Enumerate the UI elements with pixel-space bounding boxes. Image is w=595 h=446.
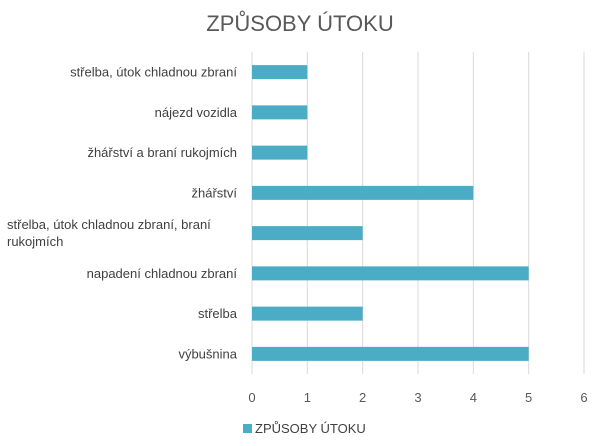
x-tick-label: 4 [470, 390, 477, 405]
bar [252, 226, 363, 241]
category-label: střelba [198, 306, 238, 321]
legend: ZPŮSOBY ÚTOKU [243, 421, 366, 436]
x-tick-label: 0 [248, 390, 255, 405]
category-label: střelba, útok chladnou zbraní [70, 65, 237, 80]
x-tick-label: 5 [525, 390, 532, 405]
bar [252, 346, 529, 361]
x-tick-label: 2 [359, 390, 366, 405]
category-labels: střelba, útok chladnou zbraní nájezd vozi… [7, 65, 238, 362]
bar [252, 266, 529, 281]
bar [252, 185, 474, 200]
x-axis-ticks: 0 1 2 3 4 5 6 [248, 390, 587, 405]
bar [252, 65, 308, 80]
category-label: žhářství [191, 185, 237, 200]
category-label: žhářství a braní rukojmích [87, 145, 237, 160]
x-tick-label: 1 [304, 390, 311, 405]
category-label: střelba, útok chladnou zbraní, braní ruko… [7, 217, 211, 249]
bars [252, 65, 529, 361]
bar [252, 145, 308, 160]
gridlines [251, 52, 585, 374]
category-label: nájezd vozidla [155, 105, 238, 120]
bar [252, 306, 363, 321]
legend-label: ZPŮSOBY ÚTOKU [255, 421, 366, 436]
category-label: výbušnina [178, 346, 237, 361]
x-tick-label: 6 [580, 390, 587, 405]
category-label: napadení chladnou zbraní [87, 266, 238, 281]
chart-title: ZPŮSOBY ÚTOKU [206, 11, 393, 36]
bar [252, 105, 308, 120]
x-tick-label: 3 [414, 390, 421, 405]
legend-swatch [243, 424, 252, 433]
